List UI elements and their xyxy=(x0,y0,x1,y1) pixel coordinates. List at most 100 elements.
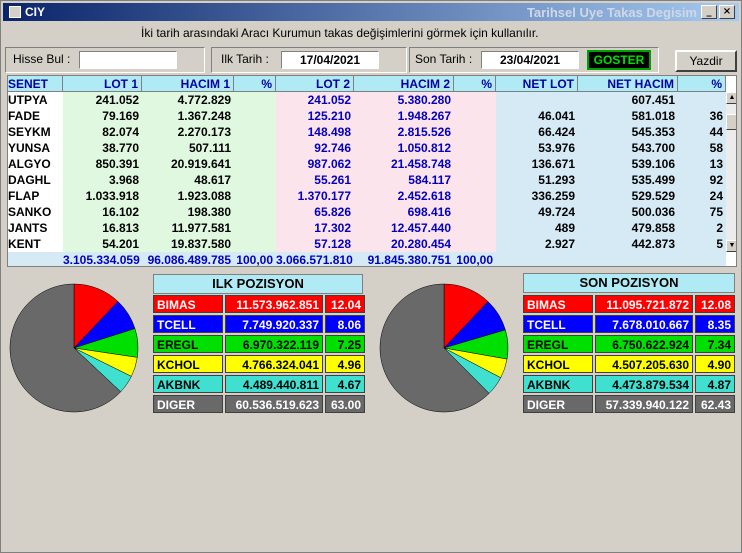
window-title: CIY xyxy=(25,5,46,19)
vertical-scrollbar[interactable]: ▲ ▼ xyxy=(726,92,736,252)
table-cell: 11.977.581 xyxy=(142,220,234,236)
senet-cell: SEYKM xyxy=(8,124,63,140)
table-cell: 24 xyxy=(678,188,726,204)
goster-button[interactable]: GOSTER xyxy=(587,50,651,70)
scroll-thumb[interactable] xyxy=(726,114,736,130)
table-cell: 12.457.440 xyxy=(354,220,454,236)
col-header: HACIM 2 xyxy=(354,76,454,92)
table-cell: 584.117 xyxy=(354,172,454,188)
table-cell: 2 xyxy=(678,220,726,236)
table-cell xyxy=(234,124,276,140)
table-cell xyxy=(454,156,496,172)
table-cell: 148.498 xyxy=(276,124,354,140)
total-cell xyxy=(578,252,678,266)
close-icon[interactable]: × xyxy=(719,5,735,19)
window-caption: Tarihsel Uye Takas Degisim xyxy=(526,4,697,20)
table-cell: 19.837.580 xyxy=(142,236,234,252)
stock-name: TCELL xyxy=(153,315,223,333)
table-cell xyxy=(234,220,276,236)
table-cell xyxy=(454,172,496,188)
col-header: % xyxy=(234,76,276,92)
position-pct: 12.04 xyxy=(325,295,365,313)
table-cell: 58 xyxy=(678,140,726,156)
table-cell: 82.074 xyxy=(63,124,142,140)
col-header: HACIM 1 xyxy=(142,76,234,92)
stock-name: KCHOL xyxy=(153,355,223,373)
table-cell: 51.293 xyxy=(496,172,578,188)
table-cell: 581.018 xyxy=(578,108,678,124)
table-cell xyxy=(454,108,496,124)
position-value: 57.339.940.122 xyxy=(595,395,693,413)
stock-name: AKBNK xyxy=(153,375,223,393)
table-cell: 54.201 xyxy=(63,236,142,252)
ilk-date-group xyxy=(211,47,407,73)
table-cell: 44 xyxy=(678,124,726,140)
table-cell: 198.380 xyxy=(142,204,234,220)
stock-name: DIGER xyxy=(153,395,223,413)
position-value: 11.573.962.851 xyxy=(225,295,323,313)
table-cell xyxy=(234,108,276,124)
table-cell: 136.671 xyxy=(496,156,578,172)
hint-text: İki tarih arasındaki Aracı Kurumun takas… xyxy=(141,26,539,40)
table-cell: 2.927 xyxy=(496,236,578,252)
hisse-label: Hisse Bul : xyxy=(13,52,71,66)
senet-cell: JANTS xyxy=(8,220,63,236)
table-cell xyxy=(454,188,496,204)
minimize-icon[interactable]: _ xyxy=(701,5,717,19)
total-cell xyxy=(678,252,726,266)
son-date-group xyxy=(409,47,659,73)
table-cell: 16.102 xyxy=(63,204,142,220)
position-pct: 12.08 xyxy=(695,295,735,313)
table-cell: 21.458.748 xyxy=(354,156,454,172)
table-cell: 53.976 xyxy=(496,140,578,156)
position-pct: 8.35 xyxy=(695,315,735,333)
table-cell: 5 xyxy=(678,236,726,252)
table-cell: 1.923.088 xyxy=(142,188,234,204)
col-header: SENET xyxy=(8,76,63,92)
stock-name: AKBNK xyxy=(523,375,593,393)
table-cell: 49.724 xyxy=(496,204,578,220)
table-cell: 543.700 xyxy=(578,140,678,156)
table-cell: 13 xyxy=(678,156,726,172)
col-header: % xyxy=(678,76,726,92)
total-cell: 3.105.334.059 xyxy=(63,252,142,266)
stock-name: TCELL xyxy=(523,315,593,333)
table-cell xyxy=(454,204,496,220)
table-cell: 4.772.829 xyxy=(142,92,234,108)
table-cell xyxy=(234,92,276,108)
table-cell: 539.106 xyxy=(578,156,678,172)
yazdir-button[interactable]: Yazdir xyxy=(675,50,737,72)
table-cell: 545.353 xyxy=(578,124,678,140)
hisse-input[interactable] xyxy=(79,51,177,69)
col-header: NET LOT xyxy=(496,76,578,92)
table-cell: 38.770 xyxy=(63,140,142,156)
senet-cell: FADE xyxy=(8,108,63,124)
table-cell: 16.813 xyxy=(63,220,142,236)
stock-name: KCHOL xyxy=(523,355,593,373)
son-tarih-label: Son Tarih : xyxy=(415,52,473,66)
position-pct: 4.90 xyxy=(695,355,735,373)
son-pozisyon-title: SON POZISYON xyxy=(523,273,735,293)
position-pct: 4.87 xyxy=(695,375,735,393)
title-bar[interactable]: CIY Tarihsel Uye Takas Degisim _ × xyxy=(3,3,739,21)
table-cell: 241.052 xyxy=(276,92,354,108)
table-cell: 442.873 xyxy=(578,236,678,252)
table-cell: 1.948.267 xyxy=(354,108,454,124)
son-tarih-input[interactable]: 23/04/2021 xyxy=(481,51,579,69)
position-value: 6.970.322.119 xyxy=(225,335,323,353)
scroll-down-icon[interactable]: ▼ xyxy=(726,240,736,252)
ilk-tarih-input[interactable]: 17/04/2021 xyxy=(281,51,379,69)
scroll-up-icon[interactable]: ▲ xyxy=(726,92,736,104)
position-pct: 4.96 xyxy=(325,355,365,373)
total-cell: 3.066.571.810 xyxy=(276,252,354,267)
senet-cell: YUNSA xyxy=(8,140,63,156)
table-cell: 17.302 xyxy=(276,220,354,236)
table-cell: 1.370.177 xyxy=(276,188,354,204)
position-pct: 62.43 xyxy=(695,395,735,413)
total-cell: 100,00 xyxy=(454,252,496,266)
app-icon xyxy=(9,6,21,18)
table-cell: 79.169 xyxy=(63,108,142,124)
col-header: LOT 2 xyxy=(276,76,354,92)
table-cell: 529.529 xyxy=(578,188,678,204)
takas-table[interactable]: ▲ ▼ SENET LOT 1 HACIM 1% LOT 2 HACIM 2% NET L… xyxy=(7,75,737,267)
